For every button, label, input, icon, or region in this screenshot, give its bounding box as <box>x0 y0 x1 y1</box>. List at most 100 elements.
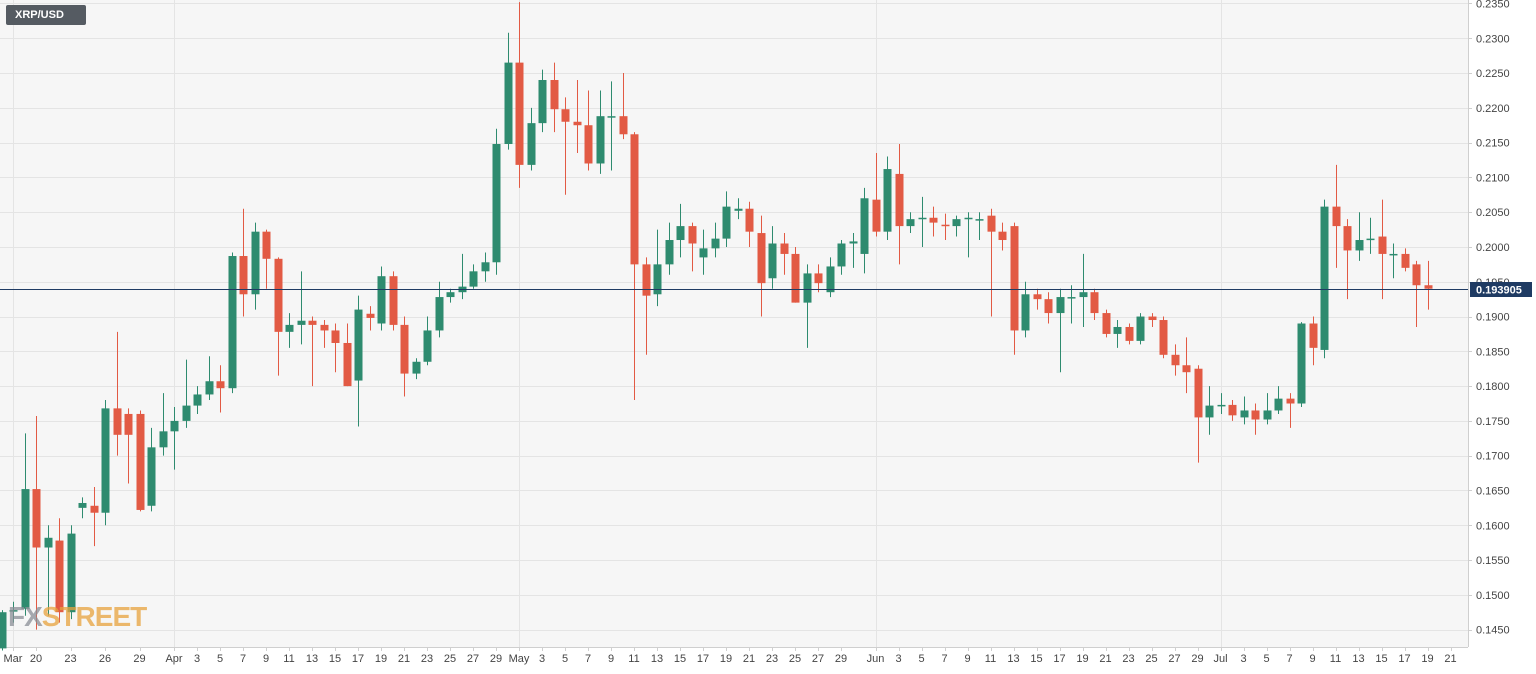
candle-body-down <box>573 121 582 126</box>
candle-body-up <box>1366 238 1375 241</box>
candle-body-down <box>1412 264 1421 286</box>
candle-body-down <box>1251 410 1260 420</box>
candle-body-down <box>584 125 593 164</box>
candle-body-up <box>1067 297 1076 299</box>
symbol-badge: XRP/USD <box>6 5 86 25</box>
candle-body-down <box>124 413 133 435</box>
candle-body-down <box>757 233 766 284</box>
candle-body-up <box>446 292 455 298</box>
candle-body-down <box>1010 226 1019 331</box>
x-tick-label: 7 <box>240 653 246 665</box>
x-tick-label: 21 <box>398 653 410 665</box>
x-tick-label: 5 <box>562 653 568 665</box>
x-tick-label: 25 <box>444 653 456 665</box>
x-tick-label: 13 <box>651 653 663 665</box>
plot-area <box>0 0 1468 647</box>
candle-body-down <box>1286 398 1295 404</box>
candle-body-up <box>182 405 191 421</box>
y-tick-label: 0.1550 <box>1476 555 1510 567</box>
candle-body-up <box>228 256 237 389</box>
candle-body-down <box>1401 253 1410 268</box>
candle-body-up <box>653 264 662 295</box>
candle-body-up <box>1079 292 1088 298</box>
candle-body-down <box>550 80 559 110</box>
x-tick-label: 19 <box>720 653 732 665</box>
candle-body-up <box>481 262 490 272</box>
candle-body-up <box>596 116 605 164</box>
candle-body-down <box>90 505 99 513</box>
candle-body-up <box>527 123 536 165</box>
x-tick-label: 5 <box>918 653 924 665</box>
candle-body-down <box>998 231 1007 241</box>
candle-body-down <box>1125 326 1134 341</box>
candle-body-up <box>975 219 984 221</box>
y-tick-label: 0.1700 <box>1476 451 1510 463</box>
candle-body-up <box>435 297 444 331</box>
candle-body-up <box>607 116 616 118</box>
candle-body-down <box>216 381 225 389</box>
candle-body-up <box>711 238 720 249</box>
candle-body-up <box>21 489 30 609</box>
y-tick-label: 0.1650 <box>1476 485 1510 497</box>
candle-body-up <box>170 420 179 432</box>
x-tick-label: 13 <box>1352 653 1364 665</box>
x-tick-label: Mar <box>4 653 23 665</box>
y-tick-label: 0.1900 <box>1476 312 1510 324</box>
x-tick-label: 5 <box>217 653 223 665</box>
candle-body-down <box>929 217 938 223</box>
candle-body-down <box>987 215 996 232</box>
logo-part-fx: FX <box>8 601 43 632</box>
x-tick-label: 5 <box>1263 653 1269 665</box>
candle-body-up <box>9 610 18 612</box>
candle-body-down <box>895 173 904 227</box>
x-tick-label: 7 <box>585 653 591 665</box>
candle-body-up <box>1263 410 1272 420</box>
y-tick-label: 0.2350 <box>1476 0 1510 10</box>
x-tick-label: 11 <box>1330 653 1341 665</box>
candle-body-down <box>745 208 754 232</box>
fxstreet-logo: FXSTREET <box>8 601 147 633</box>
candle-body-up <box>1355 240 1364 251</box>
candle-body-up <box>1240 410 1249 418</box>
x-tick-label: 7 <box>1286 653 1292 665</box>
x-tick-label: 26 <box>99 653 111 665</box>
candle-body-up <box>251 231 260 295</box>
candle-body-up <box>860 198 869 254</box>
candle-body-up <box>826 266 835 293</box>
last-price-badge <box>1470 282 1532 297</box>
x-tick-label: Jun <box>867 653 885 665</box>
x-tick-label: 27 <box>812 653 824 665</box>
y-tick-label: 0.1600 <box>1476 520 1510 532</box>
candle-body-up <box>837 243 846 267</box>
candle-body-up <box>906 219 915 227</box>
candle-body-down <box>308 320 317 325</box>
candle-body-up <box>159 431 168 448</box>
candle-body-down <box>389 276 398 325</box>
x-tick-label: 27 <box>1168 653 1180 665</box>
candle-body-down <box>688 226 697 244</box>
x-tick-label: 20 <box>30 653 42 665</box>
x-tick-label: 29 <box>490 653 502 665</box>
candle-body-up <box>377 276 386 324</box>
x-tick-label: 15 <box>1030 653 1042 665</box>
y-tick-label: 0.2100 <box>1476 172 1510 184</box>
candle-body-down <box>1309 323 1318 348</box>
x-tick-label: 23 <box>421 653 433 665</box>
candle-body-up <box>469 271 478 287</box>
x-tick-label: 25 <box>789 653 801 665</box>
candle-body-down <box>262 231 271 259</box>
x-tick-label: 9 <box>263 653 269 665</box>
candle-body-up <box>44 537 53 548</box>
candle-body-down <box>780 243 789 254</box>
candle-body-up <box>1217 404 1226 407</box>
x-tick-label: 9 <box>608 653 614 665</box>
candle-body-up <box>1056 297 1065 314</box>
candle-body-down <box>1378 236 1387 254</box>
y-tick-label: 0.2050 <box>1476 207 1510 219</box>
candle-body-up <box>768 243 777 279</box>
candle-body-down <box>642 264 651 296</box>
x-tick-label: 17 <box>1398 653 1410 665</box>
candle-body-down <box>136 413 145 510</box>
y-tick-label: 0.1750 <box>1476 416 1510 428</box>
